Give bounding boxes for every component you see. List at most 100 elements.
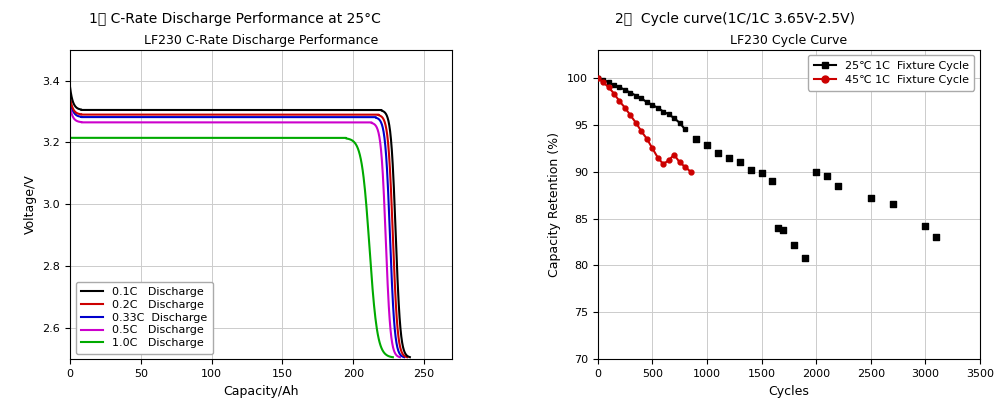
- 0.2C   Discharge: [283, 112, 295, 117]
- 0.1C   Discharge: [390, 250, 402, 255]
- 0.5C   Discharge: [327, 120, 339, 125]
- 0.33C  Discharge: [356, 115, 368, 120]
- Point: [830, 183, 846, 189]
- 0.33C  Discharge: [398, 355, 410, 360]
- 1.0C   Discharge: [364, 249, 376, 254]
- Line: 45℃ 1C  Fixture Cycle: 45℃ 1C Fixture Cycle: [595, 75, 693, 174]
- Point: [917, 223, 933, 229]
- Point: [885, 201, 901, 208]
- 45℃ 1C  Fixture Cycle: [668, 152, 680, 157]
- 0.2C   Discharge: [387, 237, 399, 242]
- 45℃ 1C  Fixture Cycle: [624, 113, 636, 118]
- 0.1C   Discharge: [335, 107, 347, 112]
- Line: 1.0C   Discharge: 1.0C Discharge: [70, 138, 393, 357]
- 45℃ 1C  Fixture Cycle: [592, 75, 604, 80]
- 25℃ 1C  Fixture Cycle: [603, 80, 615, 85]
- 25℃ 1C  Fixture Cycle: [641, 100, 653, 104]
- 45℃ 1C  Fixture Cycle: [619, 105, 631, 110]
- 25℃ 1C  Fixture Cycle: [619, 88, 631, 93]
- Point: [732, 159, 748, 166]
- 45℃ 1C  Fixture Cycle: [685, 169, 697, 174]
- Point: [797, 255, 813, 261]
- 1.0C   Discharge: [98, 135, 110, 140]
- 45℃ 1C  Fixture Cycle: [646, 146, 658, 151]
- 0.5C   Discharge: [101, 120, 113, 125]
- Title: LF230 C-Rate Discharge Performance: LF230 C-Rate Discharge Performance: [144, 34, 378, 47]
- 25℃ 1C  Fixture Cycle: [646, 102, 658, 107]
- 1.0C   Discharge: [64, 135, 76, 140]
- 0.2C   Discharge: [388, 252, 400, 257]
- 25℃ 1C  Fixture Cycle: [679, 127, 691, 132]
- X-axis label: Capacity/Ah: Capacity/Ah: [223, 385, 299, 398]
- Point: [786, 242, 802, 248]
- X-axis label: Cycles: Cycles: [768, 385, 809, 398]
- 45℃ 1C  Fixture Cycle: [630, 120, 642, 125]
- 0.1C   Discharge: [404, 355, 416, 360]
- 0.5C   Discharge: [352, 120, 364, 125]
- 1.0C   Discharge: [328, 135, 340, 140]
- Legend: 25℃ 1C  Fixture Cycle, 45℃ 1C  Fixture Cycle: 25℃ 1C Fixture Cycle, 45℃ 1C Fixture Cyc…: [808, 55, 974, 91]
- 45℃ 1C  Fixture Cycle: [603, 85, 615, 90]
- 25℃ 1C  Fixture Cycle: [597, 77, 609, 82]
- Point: [710, 150, 726, 156]
- 0.33C  Discharge: [385, 253, 397, 258]
- 25℃ 1C  Fixture Cycle: [624, 90, 636, 95]
- Point: [721, 154, 737, 161]
- Line: 0.33C  Discharge: 0.33C Discharge: [70, 99, 404, 357]
- Line: 0.5C   Discharge: 0.5C Discharge: [70, 107, 400, 357]
- 0.33C  Discharge: [101, 115, 113, 120]
- Y-axis label: Capacity Retention (%): Capacity Retention (%): [548, 132, 561, 277]
- 0.1C   Discharge: [390, 235, 402, 240]
- 0.33C  Discharge: [281, 115, 293, 120]
- 0.5C   Discharge: [380, 241, 392, 246]
- Text: 2，  Cycle curve(1C/1C 3.65V-2.5V): 2， Cycle curve(1C/1C 3.65V-2.5V): [615, 12, 855, 26]
- 0.1C   Discharge: [285, 107, 297, 112]
- 25℃ 1C  Fixture Cycle: [663, 112, 675, 117]
- Y-axis label: Voltage/V: Voltage/V: [24, 175, 37, 234]
- 45℃ 1C  Fixture Cycle: [657, 161, 669, 166]
- 45℃ 1C  Fixture Cycle: [652, 155, 664, 160]
- Point: [754, 170, 770, 177]
- Point: [699, 142, 715, 149]
- 1.0C   Discharge: [305, 135, 317, 140]
- 0.1C   Discharge: [361, 107, 373, 112]
- 0.2C   Discharge: [359, 112, 371, 117]
- 0.1C   Discharge: [64, 84, 76, 89]
- 0.5C   Discharge: [394, 355, 406, 360]
- 45℃ 1C  Fixture Cycle: [679, 164, 691, 169]
- 0.5C   Discharge: [381, 255, 393, 260]
- 0.5C   Discharge: [278, 120, 290, 125]
- 25℃ 1C  Fixture Cycle: [635, 96, 647, 101]
- 0.2C   Discharge: [401, 355, 413, 360]
- 1.0C   Discharge: [365, 262, 377, 267]
- Point: [770, 225, 786, 231]
- Title: LF230 Cycle Curve: LF230 Cycle Curve: [730, 34, 847, 47]
- 25℃ 1C  Fixture Cycle: [613, 85, 625, 90]
- 45℃ 1C  Fixture Cycle: [674, 160, 686, 165]
- 0.1C   Discharge: [102, 107, 114, 112]
- Point: [819, 173, 835, 180]
- 25℃ 1C  Fixture Cycle: [657, 109, 669, 114]
- Text: 1， C-Rate Discharge Performance at 25°C: 1， C-Rate Discharge Performance at 25°C: [89, 12, 381, 26]
- Line: 25℃ 1C  Fixture Cycle: 25℃ 1C Fixture Cycle: [595, 75, 687, 132]
- 0.33C  Discharge: [384, 239, 396, 244]
- 45℃ 1C  Fixture Cycle: [641, 136, 653, 141]
- 45℃ 1C  Fixture Cycle: [613, 99, 625, 104]
- 45℃ 1C  Fixture Cycle: [597, 80, 609, 85]
- 1.0C   Discharge: [387, 355, 399, 360]
- Point: [743, 166, 759, 173]
- 25℃ 1C  Fixture Cycle: [674, 120, 686, 125]
- Point: [764, 178, 780, 184]
- Point: [688, 135, 704, 142]
- 25℃ 1C  Fixture Cycle: [608, 83, 620, 88]
- 0.2C   Discharge: [64, 95, 76, 100]
- 25℃ 1C  Fixture Cycle: [668, 116, 680, 121]
- Line: 0.1C   Discharge: 0.1C Discharge: [70, 87, 410, 357]
- 25℃ 1C  Fixture Cycle: [592, 75, 604, 80]
- 0.2C   Discharge: [333, 112, 345, 117]
- 45℃ 1C  Fixture Cycle: [635, 129, 647, 134]
- 45℃ 1C  Fixture Cycle: [663, 158, 675, 163]
- Point: [775, 226, 791, 233]
- Legend: 0.1C   Discharge, 0.2C   Discharge, 0.33C  Discharge, 0.5C   Discharge, 1.0C   D: 0.1C Discharge, 0.2C Discharge, 0.33C Di…: [76, 282, 213, 354]
- Point: [808, 168, 824, 175]
